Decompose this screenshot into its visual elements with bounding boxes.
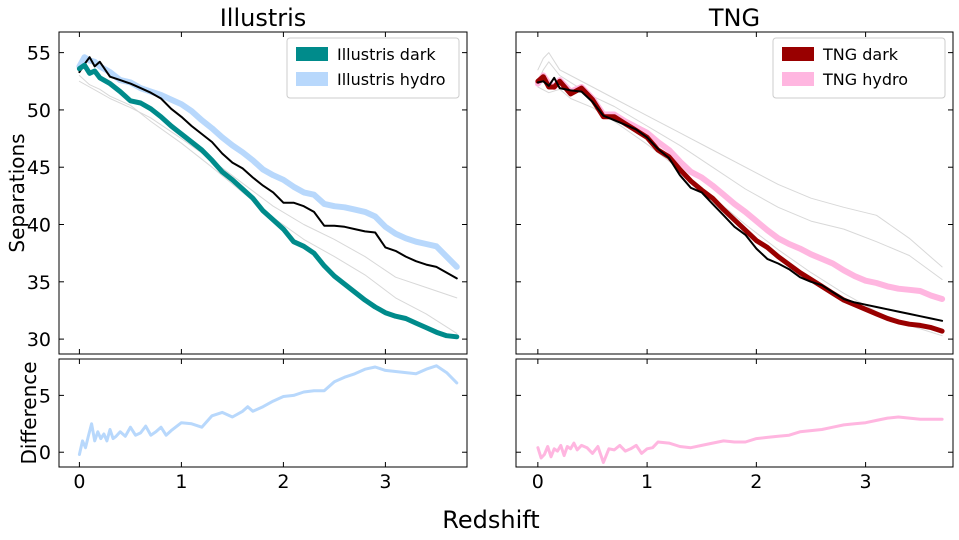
series-line-tng-dark — [535, 74, 945, 334]
panel-title: Illustris — [220, 4, 307, 32]
legend-label-illustris-hydro: Illustris hydro — [337, 70, 446, 89]
series-line-illustris-hydro — [77, 364, 459, 456]
series-line-combined — [536, 76, 944, 322]
x-tick-label: 0 — [73, 471, 85, 493]
series-line-illustris-dark — [76, 62, 460, 340]
series-group — [534, 52, 946, 337]
panel-tng: TNG TNG dark TNG hydro — [515, 4, 954, 355]
x-tick-label: 2 — [277, 471, 289, 493]
x-tick-label: 1 — [641, 471, 653, 493]
legend: Illustris dark Illustris hydro — [286, 37, 460, 99]
axes-frame — [58, 358, 468, 468]
panel-illustris: 30 35 40 45 50 55 Illustris Separations Illustri… — [5, 4, 468, 355]
legend-box — [286, 37, 460, 99]
legend-swatch-illustris-dark — [296, 47, 328, 61]
x-tick-label: 3 — [860, 471, 872, 493]
legend-swatch-tng-hydro — [782, 72, 814, 86]
series-line-other1 — [78, 80, 458, 299]
y-tick-label: 40 — [27, 215, 51, 237]
legend: TNG dark TNG hydro — [772, 37, 946, 99]
axes-frame — [515, 358, 954, 468]
y-axis-label: Separations — [5, 133, 29, 252]
series-line-other1 — [537, 52, 943, 268]
series-line-combined — [78, 56, 458, 280]
y-tick-label: 30 — [27, 329, 51, 351]
series-group — [77, 364, 459, 456]
x-tick-label: 1 — [175, 471, 187, 493]
series-group — [76, 54, 460, 340]
legend-label-tng-dark: TNG dark — [822, 45, 899, 64]
series-line-other2 — [78, 75, 458, 334]
legend-swatch-tng-dark — [782, 47, 814, 61]
y-tick-label: 50 — [27, 100, 51, 122]
y-tick-label: 0 — [39, 442, 51, 464]
legend-box — [772, 37, 946, 99]
x-tick-label: 2 — [750, 471, 762, 493]
axes-frame — [58, 31, 468, 355]
y-tick-label: 5 — [39, 385, 51, 407]
axes-frame — [515, 31, 954, 355]
y-tick-label: 55 — [27, 43, 51, 65]
x-axis-label: Redshift — [442, 506, 539, 534]
series-group — [536, 415, 944, 464]
legend-label-illustris-dark: Illustris dark — [337, 45, 436, 64]
panel-tng-diff: 0 1 2 3 — [515, 358, 954, 493]
y-axis-label: Difference — [17, 361, 41, 464]
y-tick-label: 45 — [27, 157, 51, 179]
panel-title: TNG — [708, 4, 760, 32]
x-tick-label: 3 — [379, 471, 391, 493]
x-tick-label: 0 — [532, 471, 544, 493]
y-tick-label: 35 — [27, 272, 51, 294]
series-line-other2 — [537, 61, 943, 280]
legend-swatch-illustris-hydro — [296, 72, 328, 86]
legend-label-tng-hydro: TNG hydro — [822, 70, 908, 89]
series-line-tng-hydro — [536, 415, 944, 464]
